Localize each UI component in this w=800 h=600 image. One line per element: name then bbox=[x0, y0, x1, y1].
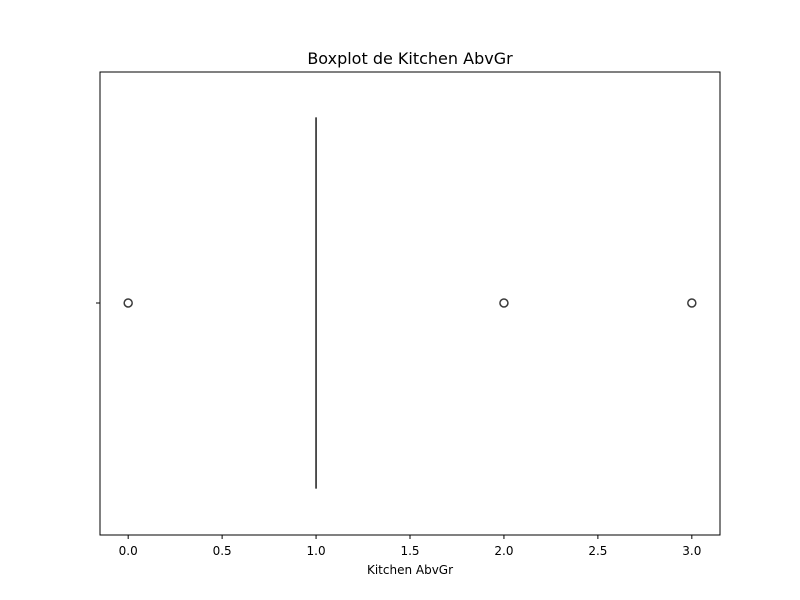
plot-area-frame bbox=[99, 71, 721, 536]
outlier-point bbox=[499, 298, 509, 308]
x-tick-label: 2.0 bbox=[494, 544, 513, 558]
x-tick-label: 1.5 bbox=[400, 544, 419, 558]
x-tick-label: 0.0 bbox=[119, 544, 138, 558]
outlier-point bbox=[123, 298, 133, 308]
outliers bbox=[123, 298, 697, 308]
x-tick-label: 1.0 bbox=[307, 544, 326, 558]
x-tick-label: 0.5 bbox=[213, 544, 232, 558]
chart-title: Boxplot de Kitchen AbvGr bbox=[307, 49, 513, 68]
x-axis: 0.0 0.5 1.0 1.5 2.0 2.5 3.0 bbox=[119, 535, 701, 558]
x-axis-label: Kitchen AbvGr bbox=[367, 563, 453, 577]
x-tick-label: 3.0 bbox=[682, 544, 701, 558]
x-tick-label: 2.5 bbox=[588, 544, 607, 558]
outlier-point bbox=[687, 298, 697, 308]
